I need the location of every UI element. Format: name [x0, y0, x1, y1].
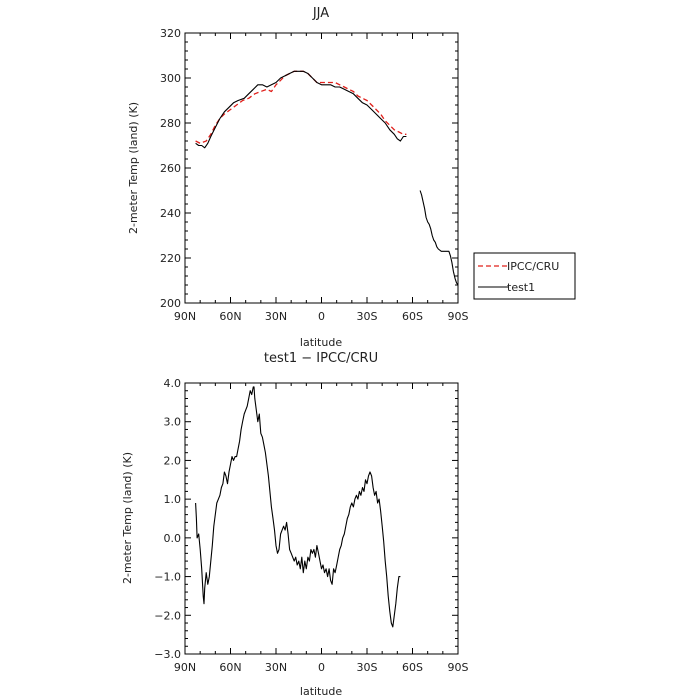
top-x-axis-label: latitude — [300, 336, 342, 349]
bottom-y-tick-label: −3.0 — [154, 648, 181, 661]
bottom-chart-title: test1 − IPCC/CRU — [264, 351, 378, 366]
top-ticks: 90N 60N 30N 0 30S 60S 90S 200 220 240 260 280 300 320 — [160, 27, 469, 323]
bottom-y-tick-label: −1.0 — [154, 571, 181, 584]
bottom-plot-frame — [184, 382, 459, 655]
bottom-panel: test1 − IPCC/CRU 90N 60N 30N 0 30S 60S 90S −3.0… — [121, 351, 469, 698]
legend-box — [473, 252, 576, 300]
top-x-tick-label: 30S — [357, 310, 378, 323]
top-y-tick-label: 220 — [160, 252, 181, 265]
top-y-tick-label: 300 — [160, 72, 181, 85]
legend-label-ipcc-cru: IPCC/CRU — [507, 260, 559, 273]
top-series-test1-line — [195, 70, 407, 149]
bottom-y-tick-label: 4.0 — [164, 377, 182, 390]
top-series-test1-line — [419, 190, 459, 286]
bottom-x-tick-label: 30S — [357, 661, 378, 674]
bottom-x-tick-label: 60S — [402, 661, 423, 674]
top-x-tick-label: 60N — [219, 310, 241, 323]
top-y-tick-label: 200 — [160, 297, 181, 310]
bottom-x-axis-label: latitude — [300, 685, 342, 698]
top-y-tick-label: 260 — [160, 162, 181, 175]
top-plot-frame — [184, 32, 459, 304]
top-chart-title: JJA — [312, 6, 329, 21]
bottom-y-tick-label: 0.0 — [164, 532, 182, 545]
bottom-series-layer — [195, 386, 401, 628]
top-y-tick-label: 240 — [160, 207, 181, 220]
bottom-y-axis-label: 2-meter Temp (land) (K) — [121, 452, 134, 584]
top-panel: JJA 90N 60N 30N 0 30S 60S 90S 200 220 240 260 280 30… — [127, 6, 469, 349]
bottom-y-tick-label: 3.0 — [164, 416, 182, 429]
bottom-y-tick-label: 2.0 — [164, 454, 182, 467]
top-x-tick-label: 60S — [402, 310, 423, 323]
top-y-tick-label: 280 — [160, 117, 181, 130]
bottom-x-tick-label: 90N — [174, 661, 196, 674]
bottom-y-tick-label: 1.0 — [164, 493, 182, 506]
legend-label-test1: test1 — [507, 281, 535, 294]
bottom-x-tick-label: 60N — [219, 661, 241, 674]
bottom-x-tick-label: 0 — [318, 661, 325, 674]
top-x-tick-label: 30N — [265, 310, 287, 323]
bottom-series-difference-line — [195, 386, 401, 628]
top-x-tick-label: 90N — [174, 310, 196, 323]
bottom-x-tick-label: 90S — [448, 661, 469, 674]
top-x-tick-label: 0 — [318, 310, 325, 323]
bottom-y-tick-label: −2.0 — [154, 609, 181, 622]
top-y-tick-label: 320 — [160, 27, 181, 40]
bottom-x-tick-label: 30N — [265, 661, 287, 674]
top-series-layer — [195, 70, 459, 286]
legend: IPCC/CRU test1 — [473, 252, 576, 300]
bottom-ticks: 90N 60N 30N 0 30S 60S 90S −3.0 −2.0 −1.0 0.0 1.0 2.0… — [154, 377, 468, 674]
top-x-tick-label: 90S — [448, 310, 469, 323]
top-y-axis-label: 2-meter Temp (land) (K) — [127, 102, 140, 234]
top-series-ipcc-cru-line — [195, 70, 407, 144]
